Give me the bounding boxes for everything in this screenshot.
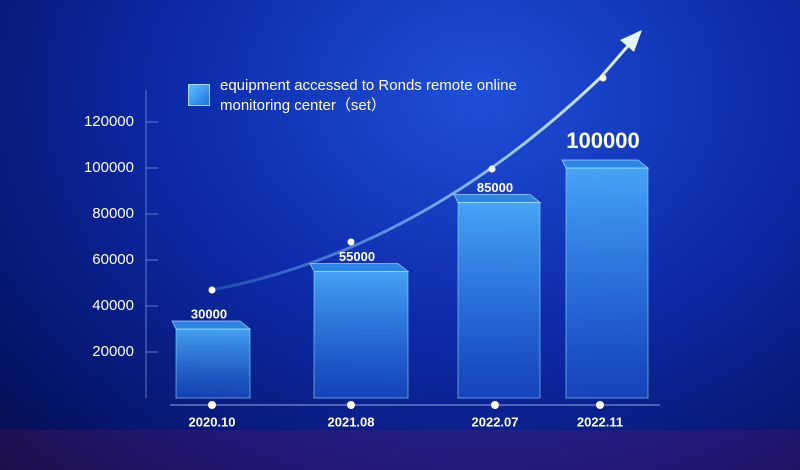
- x-tick-dot: [596, 401, 604, 409]
- legend: equipment accessed to Ronds remote onlin…: [188, 76, 528, 116]
- bar-top: [561, 159, 650, 169]
- trend-dots: [208, 74, 607, 294]
- x-tick-label: 2022.07: [472, 414, 519, 429]
- x-tick-label: 2020.10: [189, 414, 236, 429]
- legend-label: equipment accessed to Ronds remote onlin…: [220, 77, 517, 114]
- x-tick-label: 2022.11: [577, 414, 623, 429]
- y-tick-label: 20000: [92, 343, 134, 360]
- trend-arrow: [211, 31, 642, 292]
- arrow-head: [620, 30, 642, 52]
- bar: [457, 202, 541, 399]
- data-label: 100000: [566, 128, 639, 153]
- x-tick-dot: [347, 401, 355, 409]
- y-tick-label: 60000: [92, 251, 134, 268]
- bar-top: [453, 194, 542, 203]
- bar: [313, 271, 409, 399]
- bar: [565, 167, 649, 399]
- bar-top: [309, 263, 410, 272]
- y-tick-label: 120000: [84, 113, 134, 130]
- x-tick-dot: [208, 401, 216, 409]
- data-label: 30000: [191, 306, 227, 321]
- data-label: 55000: [339, 249, 375, 264]
- y-tick-label: 100000: [84, 159, 134, 176]
- bar: [175, 328, 251, 399]
- y-tick-label: 80000: [92, 205, 134, 222]
- bar-top: [171, 320, 252, 330]
- y-tick-label: 40000: [92, 297, 134, 314]
- floor-glow: [0, 430, 800, 470]
- x-tick-dot: [491, 401, 499, 409]
- data-label: 85000: [477, 180, 513, 195]
- legend-swatch: [188, 84, 210, 106]
- x-tick-label: 2021.08: [328, 414, 375, 429]
